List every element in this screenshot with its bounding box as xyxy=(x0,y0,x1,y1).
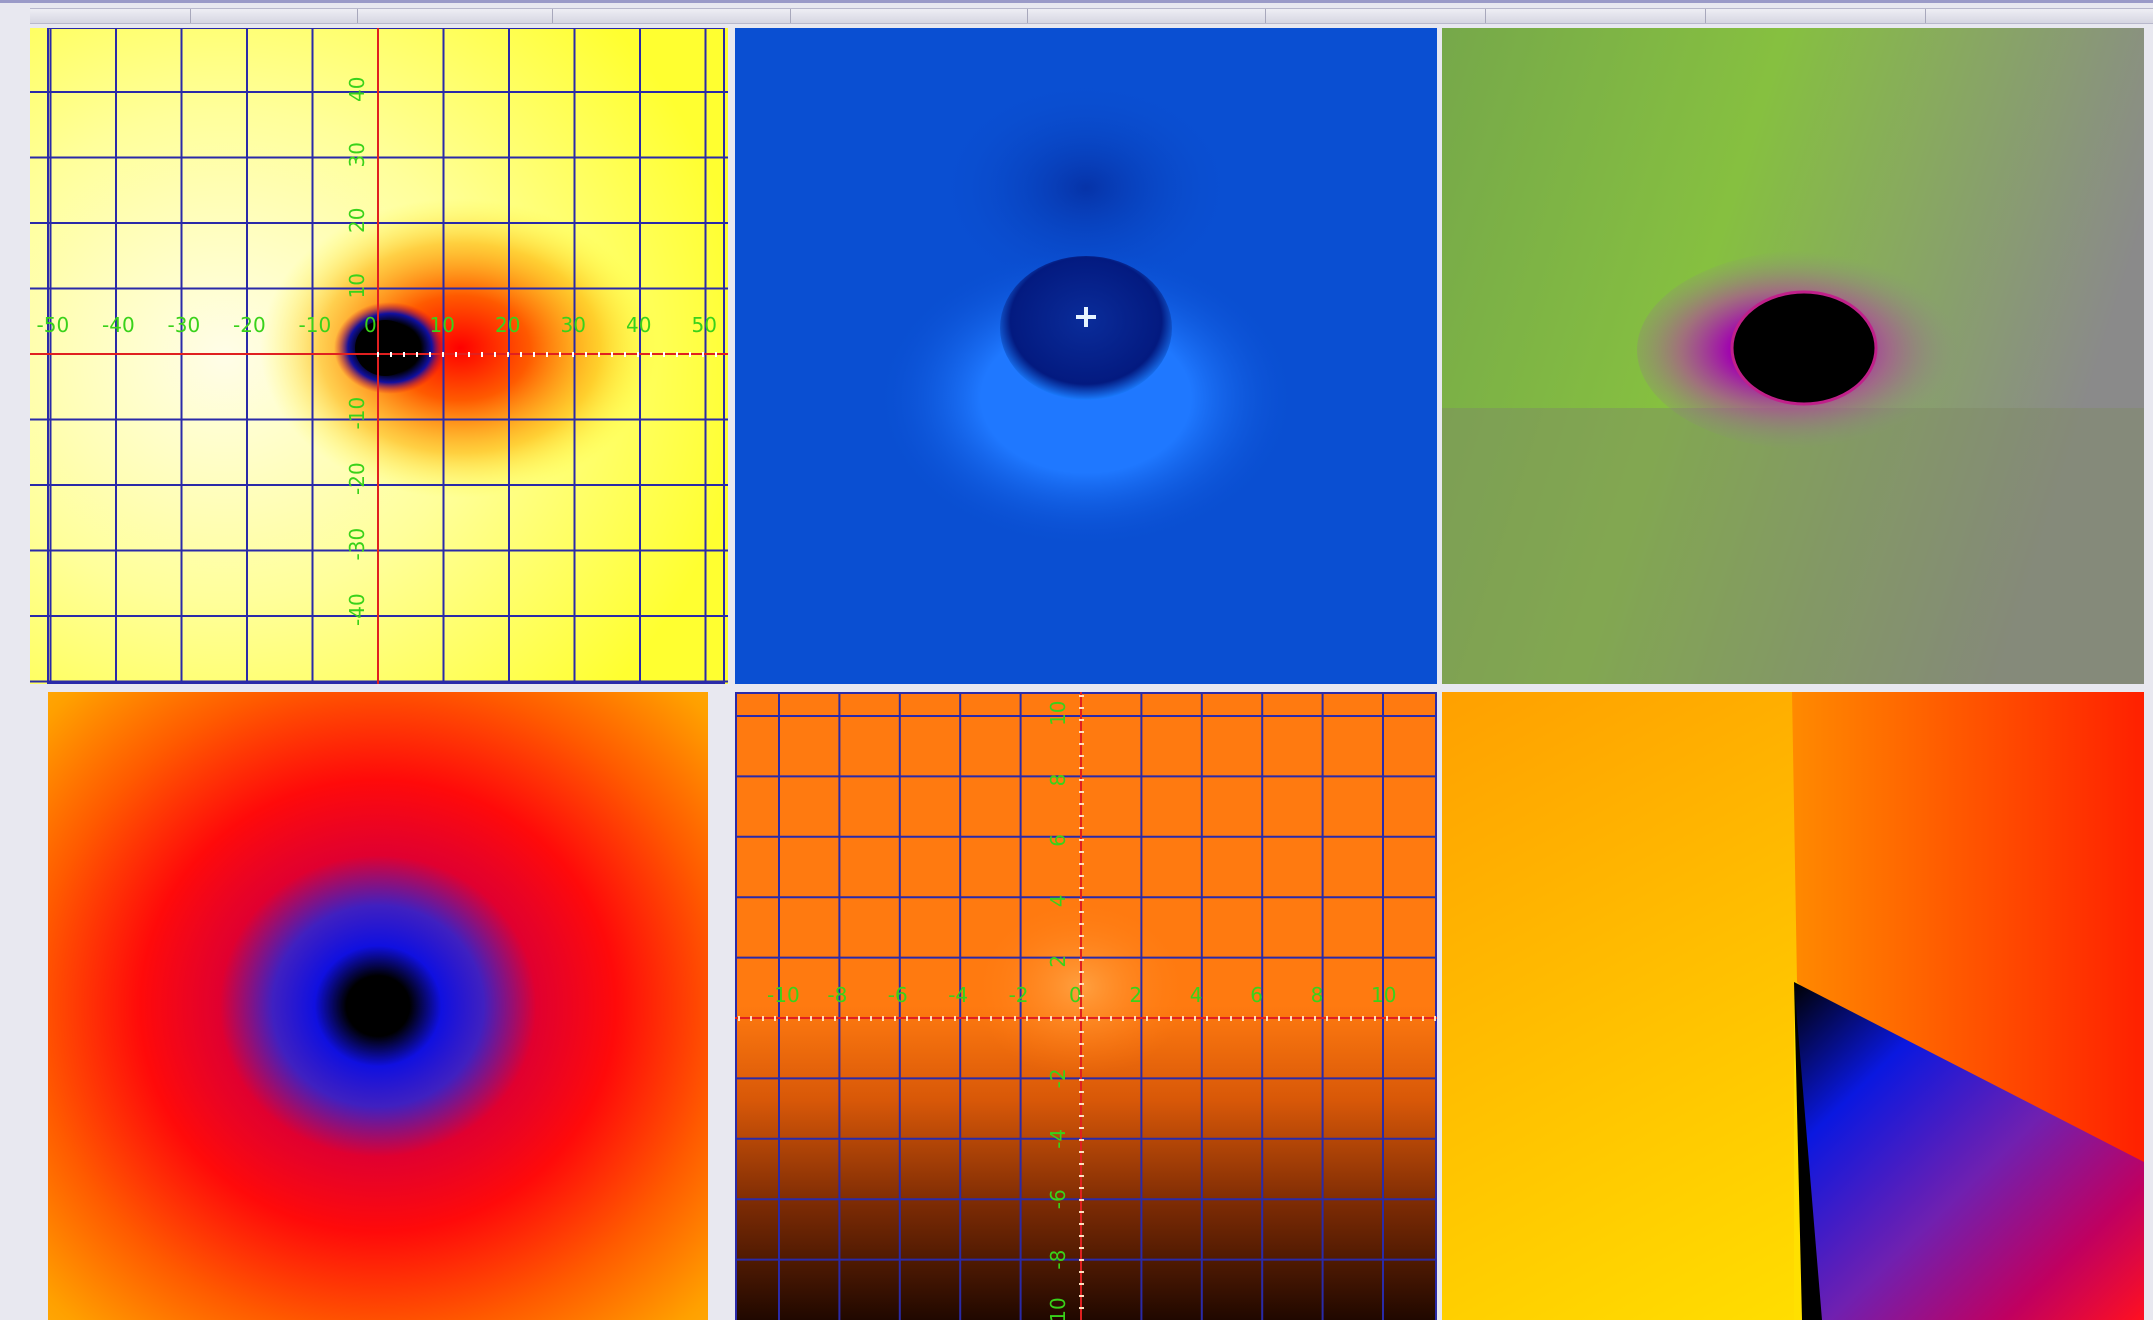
toolbar-segment[interactable] xyxy=(1265,9,1266,23)
toolbar-segment[interactable] xyxy=(1485,9,1486,23)
y-tick-label: 10 xyxy=(345,273,369,298)
x-tick-label: 30 xyxy=(561,313,586,337)
panel-6-canvas xyxy=(1442,692,2144,1320)
y-tick-labels: 40 30 20 10 -10 -20 -30 -40 xyxy=(345,77,369,626)
y-tick-label: 6 xyxy=(1046,834,1070,847)
x-tick-label: -20 xyxy=(233,313,266,337)
x-tick-label: -2 xyxy=(1009,983,1029,1007)
y-tick-label: 30 xyxy=(345,142,369,167)
x-tick-label: 4 xyxy=(1190,983,1203,1007)
x-tick-label: -10 xyxy=(767,983,800,1007)
x-tick-label: 40 xyxy=(626,313,651,337)
y-tick-label: 4 xyxy=(1046,894,1070,907)
toolbar-segment[interactable] xyxy=(1027,9,1028,23)
x-tick-label: 6 xyxy=(1250,983,1263,1007)
x-tick-label: 10 xyxy=(1371,983,1396,1007)
x-tick-label: -8 xyxy=(827,983,847,1007)
x-tick-label: -4 xyxy=(948,983,968,1007)
toolbar-segment[interactable] xyxy=(790,9,791,23)
axis-ticks xyxy=(377,352,717,357)
x-tick-label: 8 xyxy=(1311,983,1324,1007)
y-tick-label: -10 xyxy=(1046,1297,1070,1320)
toolbar-segment[interactable] xyxy=(1925,9,1926,23)
grid-lines xyxy=(735,692,1437,1320)
axis-ticks xyxy=(738,695,1436,1309)
panel-4-canvas xyxy=(48,692,708,1320)
y-tick-label: 20 xyxy=(345,208,369,233)
toolbar-strip xyxy=(30,8,2153,24)
toolbar-segment[interactable] xyxy=(1705,9,1706,23)
x-tick-label: -40 xyxy=(102,313,135,337)
y-tick-label: 2 xyxy=(1046,955,1070,968)
x-tick-label: 0 xyxy=(1069,983,1082,1007)
core-ellipse xyxy=(1000,256,1172,400)
core-blob xyxy=(1730,290,1878,406)
toolbar-segment[interactable] xyxy=(357,9,358,23)
plot-panel-2[interactable] xyxy=(735,28,1437,684)
y-tick-labels: 10 8 6 4 2 -2 -4 -6 -8 -10 xyxy=(1046,701,1070,1320)
y-tick-label: -20 xyxy=(345,462,369,495)
plot-panel-6[interactable] xyxy=(1442,692,2144,1320)
panel-3-canvas xyxy=(1442,28,2144,684)
y-tick-label: -2 xyxy=(1046,1068,1070,1088)
y-tick-label: -6 xyxy=(1046,1189,1070,1209)
window-top-border xyxy=(0,0,2153,3)
x-tick-label: -50 xyxy=(37,313,70,337)
y-tick-label: 8 xyxy=(1046,774,1070,787)
crosshair-icon xyxy=(1076,307,1096,327)
x-tick-label: 0 xyxy=(364,313,377,337)
plot-panel-3[interactable] xyxy=(1442,28,2144,684)
y-tick-label: -8 xyxy=(1046,1250,1070,1270)
panel-5-canvas: -10 -8 -6 -4 -2 0 2 4 6 8 10 10 8 6 4 2 -2 -4 -6 -8 -10 xyxy=(735,692,1437,1320)
x-tick-label: -10 xyxy=(299,313,332,337)
toolbar-segment[interactable] xyxy=(190,9,191,23)
x-tick-label: -6 xyxy=(888,983,908,1007)
x-tick-labels: -50 -40 -30 -20 -10 0 10 20 30 40 50 xyxy=(37,313,717,337)
y-tick-label: -30 xyxy=(345,528,369,561)
y-tick-label: -4 xyxy=(1046,1129,1070,1149)
plot-panel-5[interactable]: -10 -8 -6 -4 -2 0 2 4 6 8 10 10 8 6 4 2 -2 -4 -6 -8 -10 xyxy=(735,692,1437,1320)
toolbar-segment[interactable] xyxy=(552,9,553,23)
panel-2-canvas xyxy=(735,28,1437,684)
y-tick-label: -10 xyxy=(345,397,369,430)
y-tick-label: 40 xyxy=(345,77,369,102)
x-tick-label: 2 xyxy=(1129,983,1142,1007)
y-tick-label: -40 xyxy=(345,593,369,626)
y-tick-label: 10 xyxy=(1046,701,1070,726)
x-tick-label: 50 xyxy=(692,313,717,337)
x-tick-labels: -10 -8 -6 -4 -2 0 2 4 6 8 10 xyxy=(767,983,1396,1007)
x-tick-label: 20 xyxy=(495,313,520,337)
plot-panel-4[interactable] xyxy=(48,692,708,1320)
x-tick-label: -30 xyxy=(168,313,201,337)
x-tick-label: 10 xyxy=(430,313,455,337)
plot-panel-1[interactable]: -50 -40 -30 -20 -10 0 10 20 30 40 50 40 30 20 10 -10 -2… xyxy=(30,28,728,684)
panel-1-canvas: -50 -40 -30 -20 -10 0 10 20 30 40 50 40 30 20 10 -10 -2… xyxy=(30,28,728,684)
